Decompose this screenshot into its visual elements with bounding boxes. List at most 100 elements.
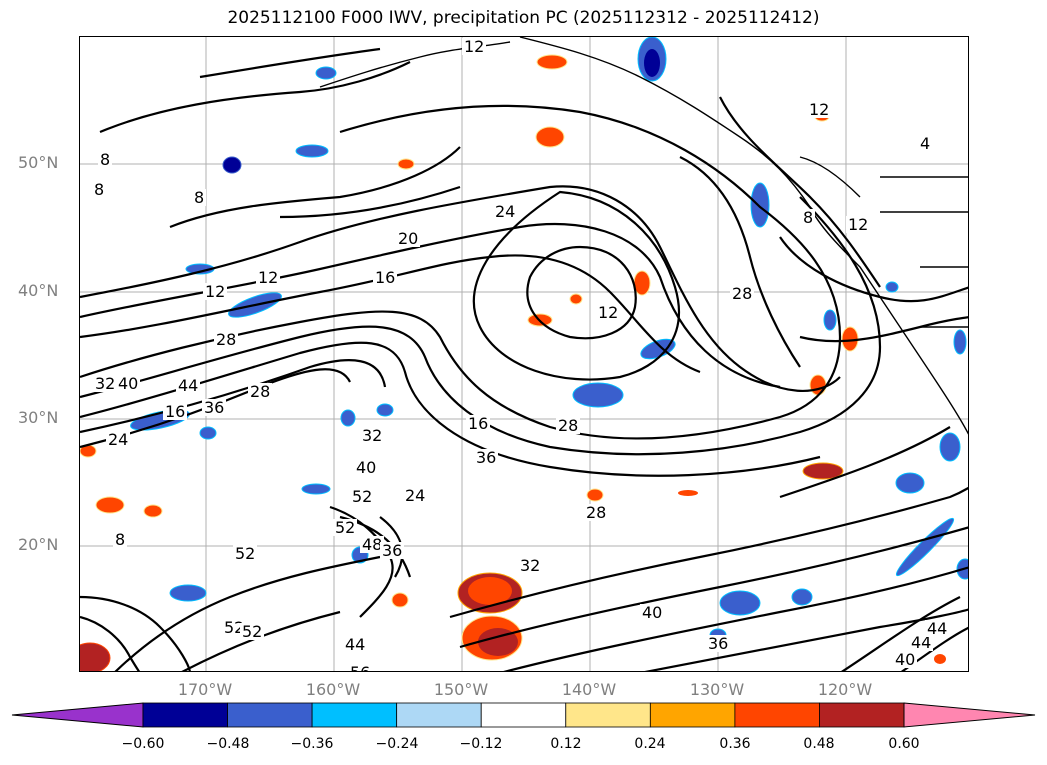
map-panel: 12 8 8 8 24 20 16 12 12 28 28 32 40 44 16 24 36 28 32 16 28 3… [79,36,969,672]
contour-label-bg [106,431,130,448]
contour-label: 36 [204,398,224,417]
lat-label-50N: 50°N [18,153,59,172]
colorbar-tick: −0.48 [206,736,250,752]
contour-label: 12 [809,100,829,119]
contour-label: 8 [115,530,125,549]
contour-label-bg [113,531,127,548]
contour-label-bg [396,230,420,247]
contour-label-bg [925,620,949,637]
precip-negative-areas [130,37,968,642]
contour-label: 40 [895,650,915,669]
contour-label-bg [360,427,384,444]
contour-label-bg [360,536,384,553]
contour-label-bg [373,269,397,286]
precip-positive-areas [80,54,946,671]
contour-label-bg [807,101,831,118]
contour-label: 16 [468,414,488,433]
contour-label: 44 [178,376,198,395]
contour-label: 8 [94,180,104,199]
contour-label: 40 [356,458,376,477]
contour-label-bg [248,383,272,400]
contour-label-bg [256,269,280,286]
contour-label-bg [354,459,378,476]
contour-label: 28 [586,503,606,522]
lat-label-40N: 40°N [18,281,59,300]
contour-label-bg [474,449,498,466]
contour-label: 24 [405,486,425,505]
colorbar [11,702,1036,728]
contour-label-bg [343,636,367,653]
colorbar-segment [227,702,313,728]
map-title: 2025112100 F000 IWV, precipitation PC (2… [227,8,820,28]
contour-label-bg [333,519,357,536]
contour-label-bg [92,181,106,198]
lat-label-20N: 20°N [18,535,59,554]
contour-label-bg [116,375,140,392]
colorbar-segment [565,702,651,728]
contour-label: 12 [848,215,868,234]
contour-label-bg [348,664,372,671]
contour-label-bg [730,285,754,302]
lon-label-160W: 160°W [305,680,361,699]
colorbar-tick: −0.60 [121,736,165,752]
colorbar-tick: 0.48 [803,736,835,752]
colorbar-segment [649,702,736,728]
contour-label-bg [918,135,932,152]
contour-label: 40 [642,603,662,622]
contour-label: 24 [108,430,128,449]
contour-label-bg [706,635,730,652]
lat-label-30N: 30°N [18,408,59,427]
contour-label-bg [909,634,933,651]
contour-label: 52 [242,622,262,641]
contour-label: 44 [911,633,931,652]
colorbar-segment [396,702,482,728]
contour-label: 8 [194,188,204,207]
colorbar-segment [142,702,228,728]
contour-label: 56 [350,663,370,672]
contour-label: 44 [345,635,365,654]
contour-label: 32 [362,426,382,445]
contour-label: 32 [520,556,540,575]
contour-label-bg [240,623,264,640]
contour-label-bg [203,283,227,300]
contour-label-bg [640,604,664,621]
contour-label: 8 [803,208,813,227]
contour-label-bg [98,151,112,168]
colorbar-segments [11,702,1036,728]
contour-label-bg [596,304,620,321]
contour-label: 20 [398,229,418,248]
contour-label: 52 [352,487,372,506]
contour-label: 16 [165,402,185,421]
contour-label: 24 [495,202,515,221]
contour-label: 12 [258,268,278,287]
lon-label-140W: 140°W [561,680,617,699]
graticule [80,37,968,671]
iwv-contours [80,47,968,671]
contour-label: 32 [95,374,115,393]
contour-label: 12 [205,282,225,301]
contour-label: 12 [598,303,618,322]
contour-label: 16 [375,268,395,287]
colorbar-tick: −0.24 [375,736,419,752]
colorbar-tick: −0.36 [290,736,334,752]
lon-label-120W: 120°W [817,680,873,699]
contour-label: 48 [362,535,382,554]
lon-label-170W: 170°W [177,680,233,699]
contour-label: 4 [920,134,930,153]
contour-label: 52 [224,618,244,637]
colorbar-segment [819,702,905,728]
contour-label-bg [518,557,542,574]
contour-label-bg [846,216,870,233]
contour-label-bg [493,203,517,220]
contour-label-bg [176,377,200,394]
colorbar-tick: 0.24 [634,736,666,752]
colorbar-segment [311,702,398,728]
contour-label: 36 [382,541,402,560]
contour-label-bg [163,403,187,420]
contour-label: 12 [464,37,484,56]
contour-label-bg [233,545,257,562]
contour-label: 40 [118,374,138,393]
contour-label: 28 [558,416,578,435]
contour-label: 36 [708,634,728,653]
contour-label: 52 [235,544,255,563]
